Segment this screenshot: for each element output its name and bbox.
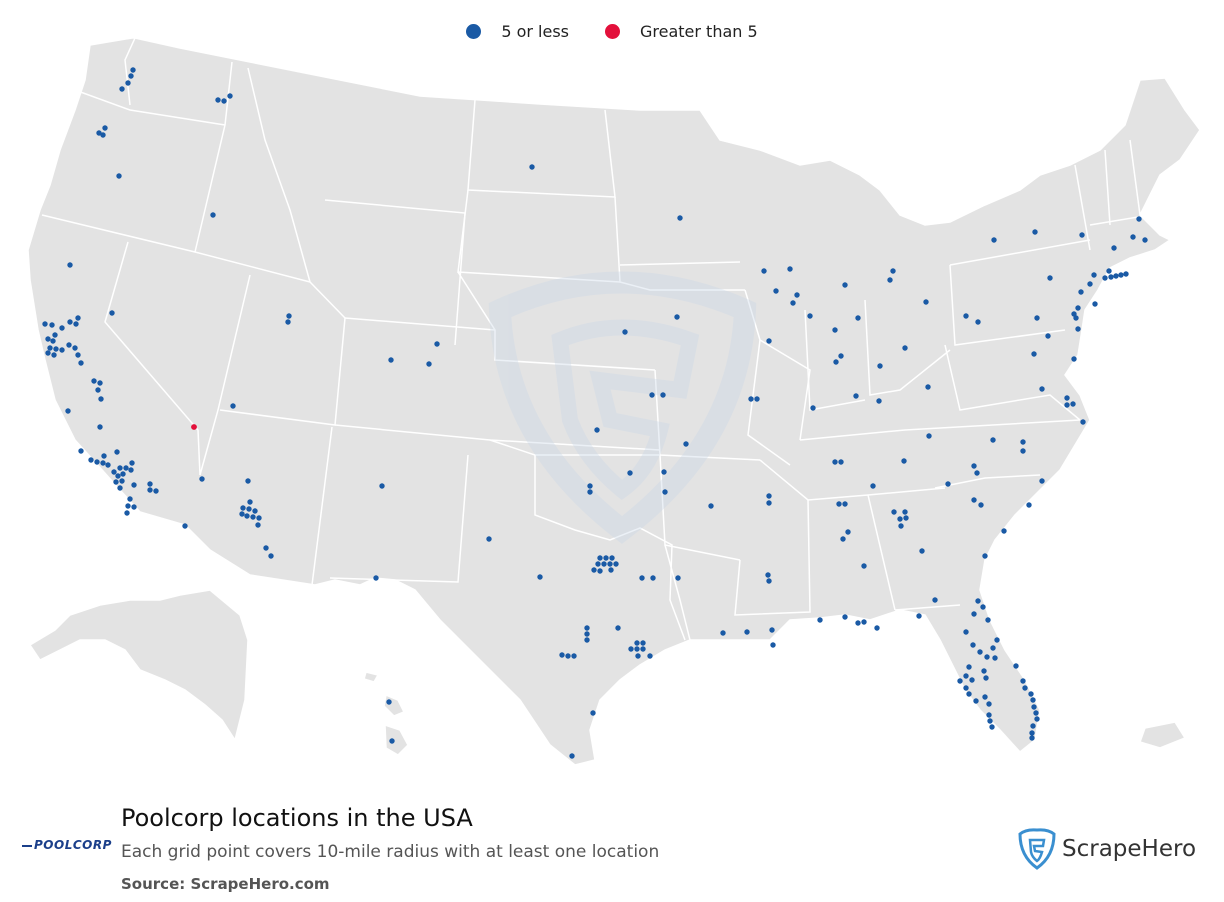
land (27, 37, 1201, 766)
poolcorp-logo-text: POOLCORP (34, 838, 112, 852)
scrapehero-logo-text: ScrapeHero (1062, 836, 1197, 862)
location-dots (42, 67, 1148, 759)
hawaii-big (384, 723, 409, 756)
puerto-rico (1139, 721, 1187, 749)
high-density-dot (191, 424, 197, 430)
legend-item-low: 5 or less (466, 22, 569, 41)
usa-map (27, 37, 1201, 766)
hawaii-small-1 (363, 671, 380, 683)
map-legend: 5 or less Greater than 5 (0, 22, 1224, 41)
legend-item-high: Greater than 5 (605, 22, 758, 41)
map-title: Poolcorp locations in the USA (121, 804, 473, 832)
legend-swatch-high (605, 24, 620, 39)
poolcorp-logo: POOLCORP (22, 838, 112, 852)
map-subtitle: Each grid point covers 10-mile radius wi… (121, 842, 660, 862)
hawaii-small-2 (383, 693, 406, 717)
state-borders (41, 37, 1151, 641)
legend-label-low: 5 or less (501, 22, 569, 41)
legend-swatch-low (466, 24, 482, 39)
legend-label-high: Greater than 5 (640, 22, 758, 41)
scrapehero-logo: ScrapeHero (1018, 828, 1196, 870)
watermark-shield (488, 271, 757, 544)
source-note: Source: ScrapeHero.com (121, 875, 330, 893)
scrapehero-shield-icon (1018, 828, 1056, 870)
alaska (28, 589, 249, 742)
